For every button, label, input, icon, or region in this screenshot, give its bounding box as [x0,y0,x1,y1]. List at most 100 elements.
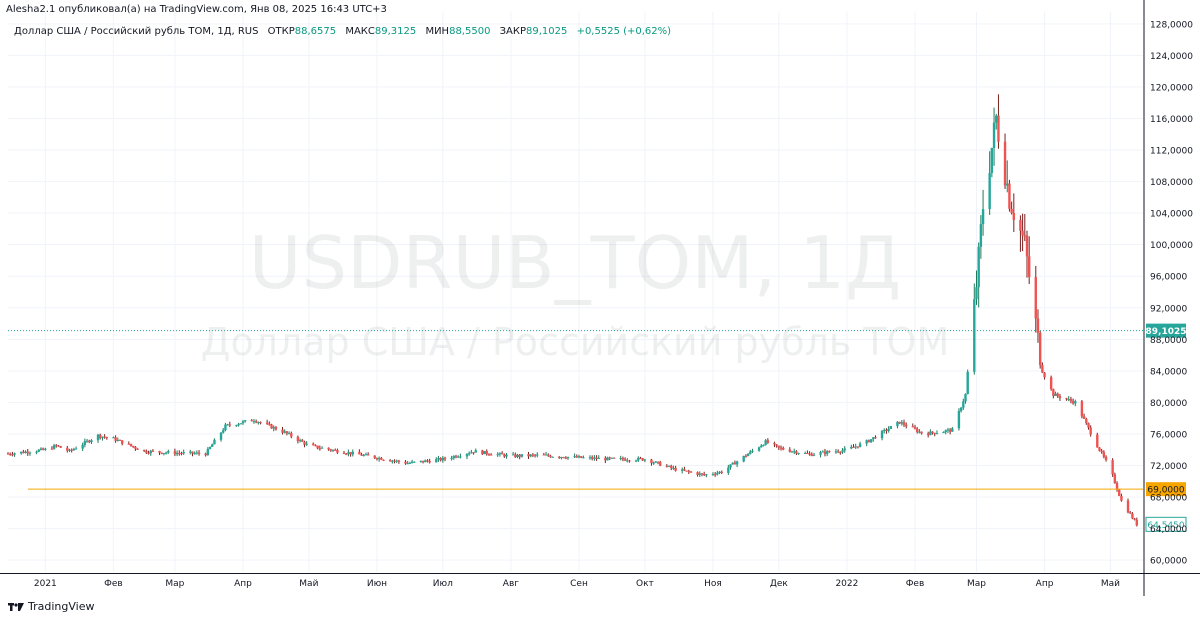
candle-body [689,471,693,473]
brand-footer: TradingView [8,600,94,613]
candle-body [902,422,906,425]
candle-body [290,433,293,437]
candle-body [1080,401,1084,417]
candle-body [503,454,506,457]
candle-body [305,443,308,445]
candle-body [419,460,423,462]
candle-body [70,449,73,451]
candle-body [388,460,392,462]
candle-body [11,454,14,456]
candle-body [228,424,232,426]
candle-body [116,439,120,441]
candle-body [243,420,247,422]
candle-body [6,453,10,455]
candle-body [380,457,383,460]
candle-body [808,453,811,455]
candle-body [981,209,985,225]
candle-body [81,444,84,449]
candle-body [850,446,853,449]
legend-change: +0,5525 (+0,62%) [576,26,672,37]
candle-body [131,445,135,447]
legend-open-label: ОТКР [267,26,295,37]
candle-body [213,439,216,445]
y-tick-label: 60,0000 [1150,557,1187,567]
candle-body [395,460,398,462]
candle-body [1058,396,1062,399]
x-tick-label: Май [1101,579,1120,589]
candle-body [626,460,629,462]
candle-body [252,421,256,423]
candle-body [50,448,54,450]
candle-body [443,457,447,459]
candle-body [206,448,210,456]
candle-body [836,451,840,453]
candle-body [19,451,23,454]
candle-body [975,287,978,300]
candle-body [8,453,12,455]
candle-body [867,440,871,443]
candle-body [481,450,484,455]
candle-body [1098,447,1101,451]
candle-body [944,430,947,432]
candle-body [885,429,888,431]
x-tick-label: Сен [570,579,588,589]
candle-body [746,453,750,457]
candle-body [160,452,163,454]
chart-overlays: 89,1025 69,0000 64,5450 [8,323,1187,532]
candle-body [349,452,352,455]
candle-body [287,433,291,435]
candle-body [498,453,502,455]
candle-body [588,457,592,459]
candle-body [158,451,161,453]
candle-body [426,460,429,462]
candle-body [852,446,855,448]
candle-body [628,460,631,462]
candle-body [1118,489,1121,496]
candle-body [685,470,688,472]
candle-body [520,454,524,457]
y-tick-label: 80,0000 [1150,399,1187,409]
candle-body [57,445,60,447]
candle-body [775,444,778,446]
candle-body [1021,230,1024,236]
candle-body [24,451,27,453]
candle-body [749,451,752,454]
candle-body [700,473,704,475]
candle-body [72,449,76,451]
candle-body [424,460,427,463]
candle-body [362,454,365,456]
x-tick-label: Июн [367,579,387,589]
candle-body [52,445,56,449]
legend-symbol[interactable]: Доллар США / Российский рубль TOM, 1Д, R… [14,26,259,37]
candle-body [652,462,655,464]
candle-body [1126,500,1130,513]
candle-body [303,441,306,445]
candle-body [933,432,936,434]
candle-body [85,440,89,442]
candle-body [929,431,932,436]
candle-body [459,456,462,458]
candle-body [189,451,192,453]
candle-body [1038,332,1042,366]
candle-body [992,122,996,148]
candle-body [573,456,576,458]
candle-body [716,472,719,475]
candle-body [375,458,379,460]
candle-body [533,454,537,456]
candle-body [880,430,884,439]
candle-body [404,461,407,464]
candle-body [1104,456,1108,461]
x-tick-label: Фев [906,579,925,589]
candle-body [428,460,431,463]
candle-body [13,453,16,455]
candle-body [99,434,102,438]
candle-body [621,458,625,460]
candle-body [1008,183,1011,209]
candle-body [175,452,179,455]
y-tick-label: 88,0000 [1150,336,1187,346]
candle-body [779,447,783,449]
candle-body [742,455,745,462]
candle-body [1012,213,1016,220]
candle-body [327,447,330,450]
